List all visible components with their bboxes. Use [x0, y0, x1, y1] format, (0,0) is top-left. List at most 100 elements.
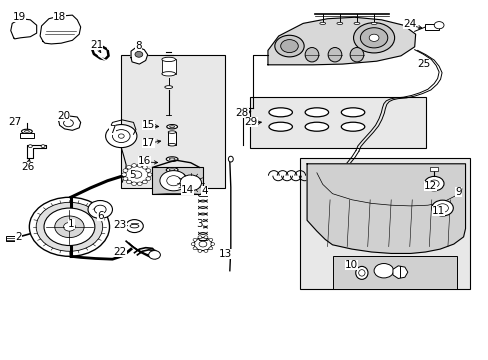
- Ellipse shape: [319, 22, 325, 24]
- Circle shape: [142, 180, 147, 184]
- Circle shape: [137, 182, 142, 185]
- Polygon shape: [27, 145, 46, 158]
- Ellipse shape: [341, 122, 364, 131]
- Text: 28: 28: [235, 108, 248, 118]
- Ellipse shape: [355, 266, 367, 279]
- Text: 23: 23: [113, 220, 127, 230]
- Ellipse shape: [168, 143, 176, 146]
- Bar: [429, 167, 437, 171]
- Circle shape: [145, 177, 150, 180]
- Text: 3: 3: [196, 219, 203, 229]
- Text: 24: 24: [402, 19, 416, 29]
- Ellipse shape: [305, 122, 328, 131]
- Bar: [168, 132, 176, 145]
- Ellipse shape: [168, 131, 176, 133]
- Bar: [425, 24, 438, 30]
- Circle shape: [147, 173, 152, 176]
- Circle shape: [428, 180, 438, 187]
- Ellipse shape: [370, 22, 376, 24]
- Circle shape: [44, 208, 95, 246]
- Circle shape: [191, 243, 195, 246]
- Ellipse shape: [353, 22, 359, 24]
- Circle shape: [125, 166, 148, 183]
- Polygon shape: [392, 266, 407, 279]
- Bar: [121, 55, 224, 188]
- Ellipse shape: [349, 48, 363, 62]
- Circle shape: [180, 175, 201, 191]
- Circle shape: [142, 166, 147, 169]
- Text: 4: 4: [201, 186, 207, 196]
- Circle shape: [193, 247, 197, 250]
- Circle shape: [28, 145, 32, 148]
- Text: 27: 27: [8, 117, 21, 127]
- Ellipse shape: [24, 130, 29, 132]
- Text: 15: 15: [142, 120, 155, 130]
- Ellipse shape: [130, 224, 139, 228]
- Circle shape: [199, 241, 206, 247]
- Circle shape: [360, 28, 387, 48]
- Text: 25: 25: [416, 59, 429, 69]
- Circle shape: [210, 243, 214, 246]
- Ellipse shape: [305, 108, 328, 117]
- Text: 6: 6: [97, 211, 104, 221]
- Ellipse shape: [336, 22, 342, 24]
- Polygon shape: [267, 17, 415, 65]
- Circle shape: [55, 216, 84, 238]
- Circle shape: [122, 173, 126, 176]
- Text: 14: 14: [181, 185, 194, 195]
- Circle shape: [137, 164, 142, 167]
- Circle shape: [193, 238, 197, 241]
- Circle shape: [280, 40, 298, 53]
- Circle shape: [433, 22, 443, 29]
- Circle shape: [203, 236, 207, 239]
- Ellipse shape: [358, 270, 364, 276]
- Ellipse shape: [21, 129, 32, 134]
- Circle shape: [29, 197, 109, 256]
- Ellipse shape: [162, 72, 175, 76]
- Ellipse shape: [166, 167, 178, 172]
- Circle shape: [123, 177, 128, 180]
- Text: 17: 17: [142, 138, 155, 148]
- Ellipse shape: [169, 158, 175, 160]
- Circle shape: [160, 171, 187, 191]
- Circle shape: [112, 130, 130, 143]
- Bar: [250, 97, 426, 148]
- Ellipse shape: [341, 108, 364, 117]
- Circle shape: [131, 182, 136, 185]
- Text: 22: 22: [113, 247, 127, 257]
- Text: 8: 8: [135, 41, 142, 51]
- Circle shape: [198, 249, 202, 252]
- Circle shape: [94, 205, 106, 214]
- Ellipse shape: [166, 157, 178, 161]
- Text: 13: 13: [219, 249, 232, 259]
- Text: 19: 19: [13, 12, 26, 22]
- Circle shape: [131, 164, 136, 167]
- Circle shape: [132, 171, 142, 178]
- Circle shape: [41, 145, 45, 148]
- Circle shape: [125, 220, 143, 233]
- Circle shape: [208, 238, 212, 241]
- Polygon shape: [131, 47, 147, 64]
- Circle shape: [166, 176, 180, 186]
- Ellipse shape: [228, 156, 233, 162]
- Bar: [162, 59, 175, 74]
- Polygon shape: [11, 19, 37, 39]
- Ellipse shape: [169, 126, 174, 128]
- Circle shape: [135, 51, 142, 57]
- Text: 12: 12: [423, 181, 436, 191]
- Circle shape: [436, 204, 447, 212]
- Circle shape: [373, 264, 393, 278]
- Circle shape: [63, 222, 75, 231]
- Circle shape: [208, 247, 212, 250]
- Circle shape: [118, 134, 124, 138]
- Text: 21: 21: [90, 40, 103, 50]
- Circle shape: [105, 125, 137, 148]
- Circle shape: [123, 169, 128, 172]
- Circle shape: [431, 200, 452, 216]
- Circle shape: [274, 35, 304, 57]
- Circle shape: [145, 169, 150, 172]
- Circle shape: [63, 120, 73, 127]
- Text: 1: 1: [68, 219, 75, 229]
- Text: 9: 9: [454, 187, 461, 197]
- Circle shape: [126, 180, 131, 184]
